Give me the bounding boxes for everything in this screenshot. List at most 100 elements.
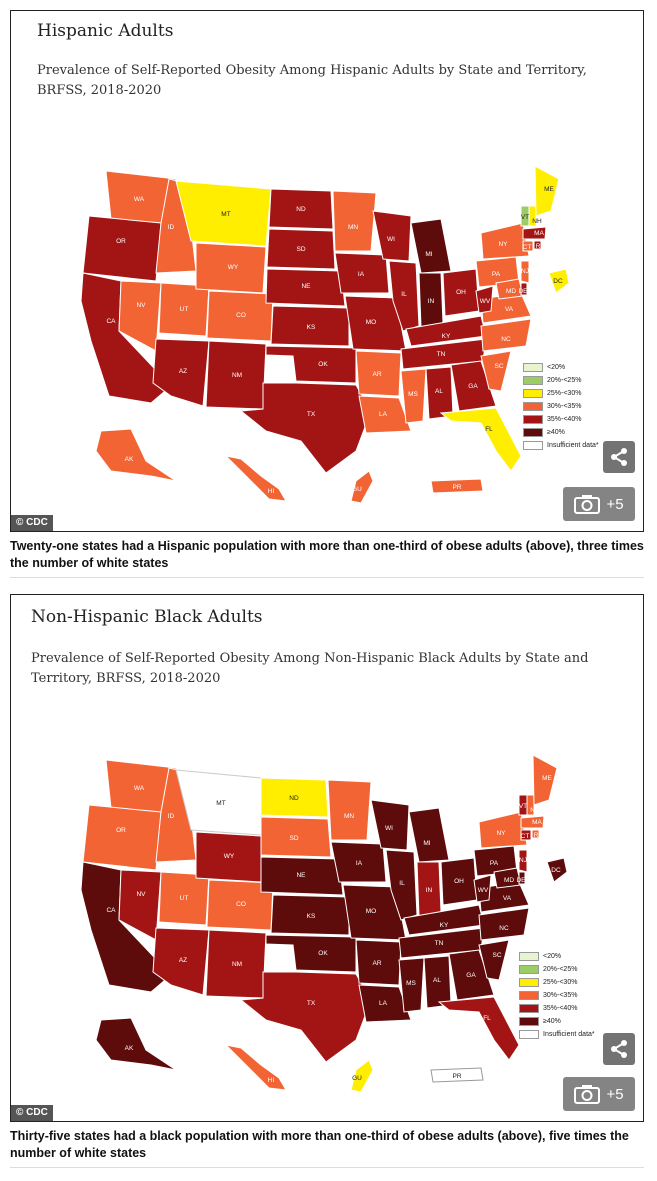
svg-text:KS: KS (307, 324, 316, 331)
legend-swatch (519, 1017, 539, 1026)
territory-pr (430, 478, 484, 494)
state-ct (520, 829, 532, 841)
svg-text:ND: ND (296, 206, 306, 213)
svg-text:MN: MN (348, 224, 358, 231)
map-figure-black: Non-Hispanic Black Adults Prevalence of … (10, 594, 644, 1122)
state-ri (531, 829, 540, 839)
legend-label: 30%-<35% (543, 992, 578, 999)
svg-text:MT: MT (221, 211, 230, 218)
image-credit: © CDC (11, 1105, 53, 1121)
legend-swatch (523, 415, 543, 424)
state-or (82, 804, 162, 871)
state-ar (355, 350, 402, 397)
svg-text:PR: PR (452, 1073, 461, 1080)
svg-text:WA: WA (134, 785, 145, 792)
state-ut (158, 871, 210, 926)
svg-text:LA: LA (379, 1000, 388, 1007)
territory-gu (350, 1059, 374, 1093)
svg-text:MD: MD (504, 877, 514, 884)
svg-text:WV: WV (480, 298, 491, 305)
gallery-button[interactable]: +5 (563, 487, 635, 521)
state-sd (260, 816, 332, 858)
map-subtitle: Prevalence of Self-Reported Obesity Amon… (31, 651, 589, 686)
legend-label: <20% (547, 364, 566, 371)
territory-pr (430, 1067, 484, 1083)
state-md (493, 867, 522, 889)
state-mi (408, 807, 450, 863)
svg-text:CA: CA (106, 907, 116, 914)
state-ri (533, 240, 542, 250)
legend-swatch (523, 441, 543, 450)
svg-text:MO: MO (366, 908, 376, 915)
state-ms (400, 368, 427, 424)
svg-text:VT: VT (521, 214, 529, 221)
state-ny (478, 811, 528, 849)
svg-text:NV: NV (136, 302, 146, 309)
svg-text:SD: SD (296, 246, 305, 253)
svg-text:VA: VA (505, 306, 514, 313)
svg-text:IA: IA (358, 271, 365, 278)
svg-text:MA: MA (534, 230, 544, 237)
svg-text:IL: IL (401, 291, 407, 298)
svg-text:MS: MS (406, 980, 416, 987)
gallery-count: +5 (606, 1085, 624, 1103)
legend-item: 25%-<30% (523, 387, 599, 400)
svg-text:AL: AL (433, 977, 441, 984)
state-ia (330, 841, 387, 883)
svg-text:GA: GA (468, 383, 478, 390)
svg-text:FL: FL (483, 1015, 491, 1022)
svg-text:RI: RI (536, 243, 543, 250)
state-tx (239, 382, 372, 474)
state-mn (327, 779, 372, 841)
state-nj (520, 260, 530, 284)
svg-text:ND: ND (289, 795, 299, 802)
legend-label: <20% (543, 953, 562, 960)
svg-text:WV: WV (478, 887, 489, 894)
legend-swatch (523, 389, 543, 398)
map-title: Hispanic Adults (37, 21, 174, 41)
svg-text:NE: NE (296, 872, 306, 879)
svg-text:KS: KS (307, 913, 316, 920)
gallery-button[interactable]: +5 (563, 1077, 635, 1111)
share-button[interactable] (603, 1033, 635, 1065)
legend-item: ≥40% (523, 426, 599, 439)
state-dc (548, 268, 570, 294)
svg-text:DC: DC (551, 867, 561, 874)
share-button[interactable] (603, 441, 635, 473)
legend-swatch (519, 1030, 539, 1039)
state-dc (546, 857, 568, 883)
legend-item: 25%-<30% (519, 976, 595, 989)
state-or (82, 215, 162, 282)
state-de (520, 282, 528, 296)
map-title: Non-Hispanic Black Adults (31, 607, 263, 627)
svg-text:TN: TN (435, 940, 444, 947)
svg-text:CO: CO (236, 901, 246, 908)
legend-label: Insufficient data* (543, 1031, 595, 1038)
state-ar (355, 939, 402, 986)
svg-text:AR: AR (372, 371, 381, 378)
state-wi (372, 210, 412, 262)
state-ok (265, 345, 357, 384)
state-nj (518, 849, 528, 873)
svg-text:GU: GU (352, 486, 362, 493)
svg-text:CT: CT (523, 244, 532, 251)
state-wv (473, 874, 492, 903)
svg-text:MI: MI (425, 251, 432, 258)
state-ct (522, 240, 534, 252)
svg-text:MI: MI (423, 840, 430, 847)
state-ma (522, 226, 547, 240)
svg-text:OR: OR (116, 238, 126, 245)
state-wi (370, 799, 410, 851)
svg-text:SD: SD (289, 835, 298, 842)
svg-text:PA: PA (492, 271, 501, 278)
svg-text:AL: AL (435, 388, 443, 395)
map-subtitle: Prevalence of Self-Reported Obesity Amon… (37, 63, 587, 98)
state-ut (158, 282, 210, 337)
state-ak (95, 428, 177, 482)
svg-text:AR: AR (372, 960, 381, 967)
svg-text:GU: GU (352, 1075, 362, 1082)
svg-text:ME: ME (542, 775, 552, 782)
legend-label: 30%-<35% (547, 403, 582, 410)
state-de (518, 871, 526, 885)
state-me (532, 754, 558, 806)
